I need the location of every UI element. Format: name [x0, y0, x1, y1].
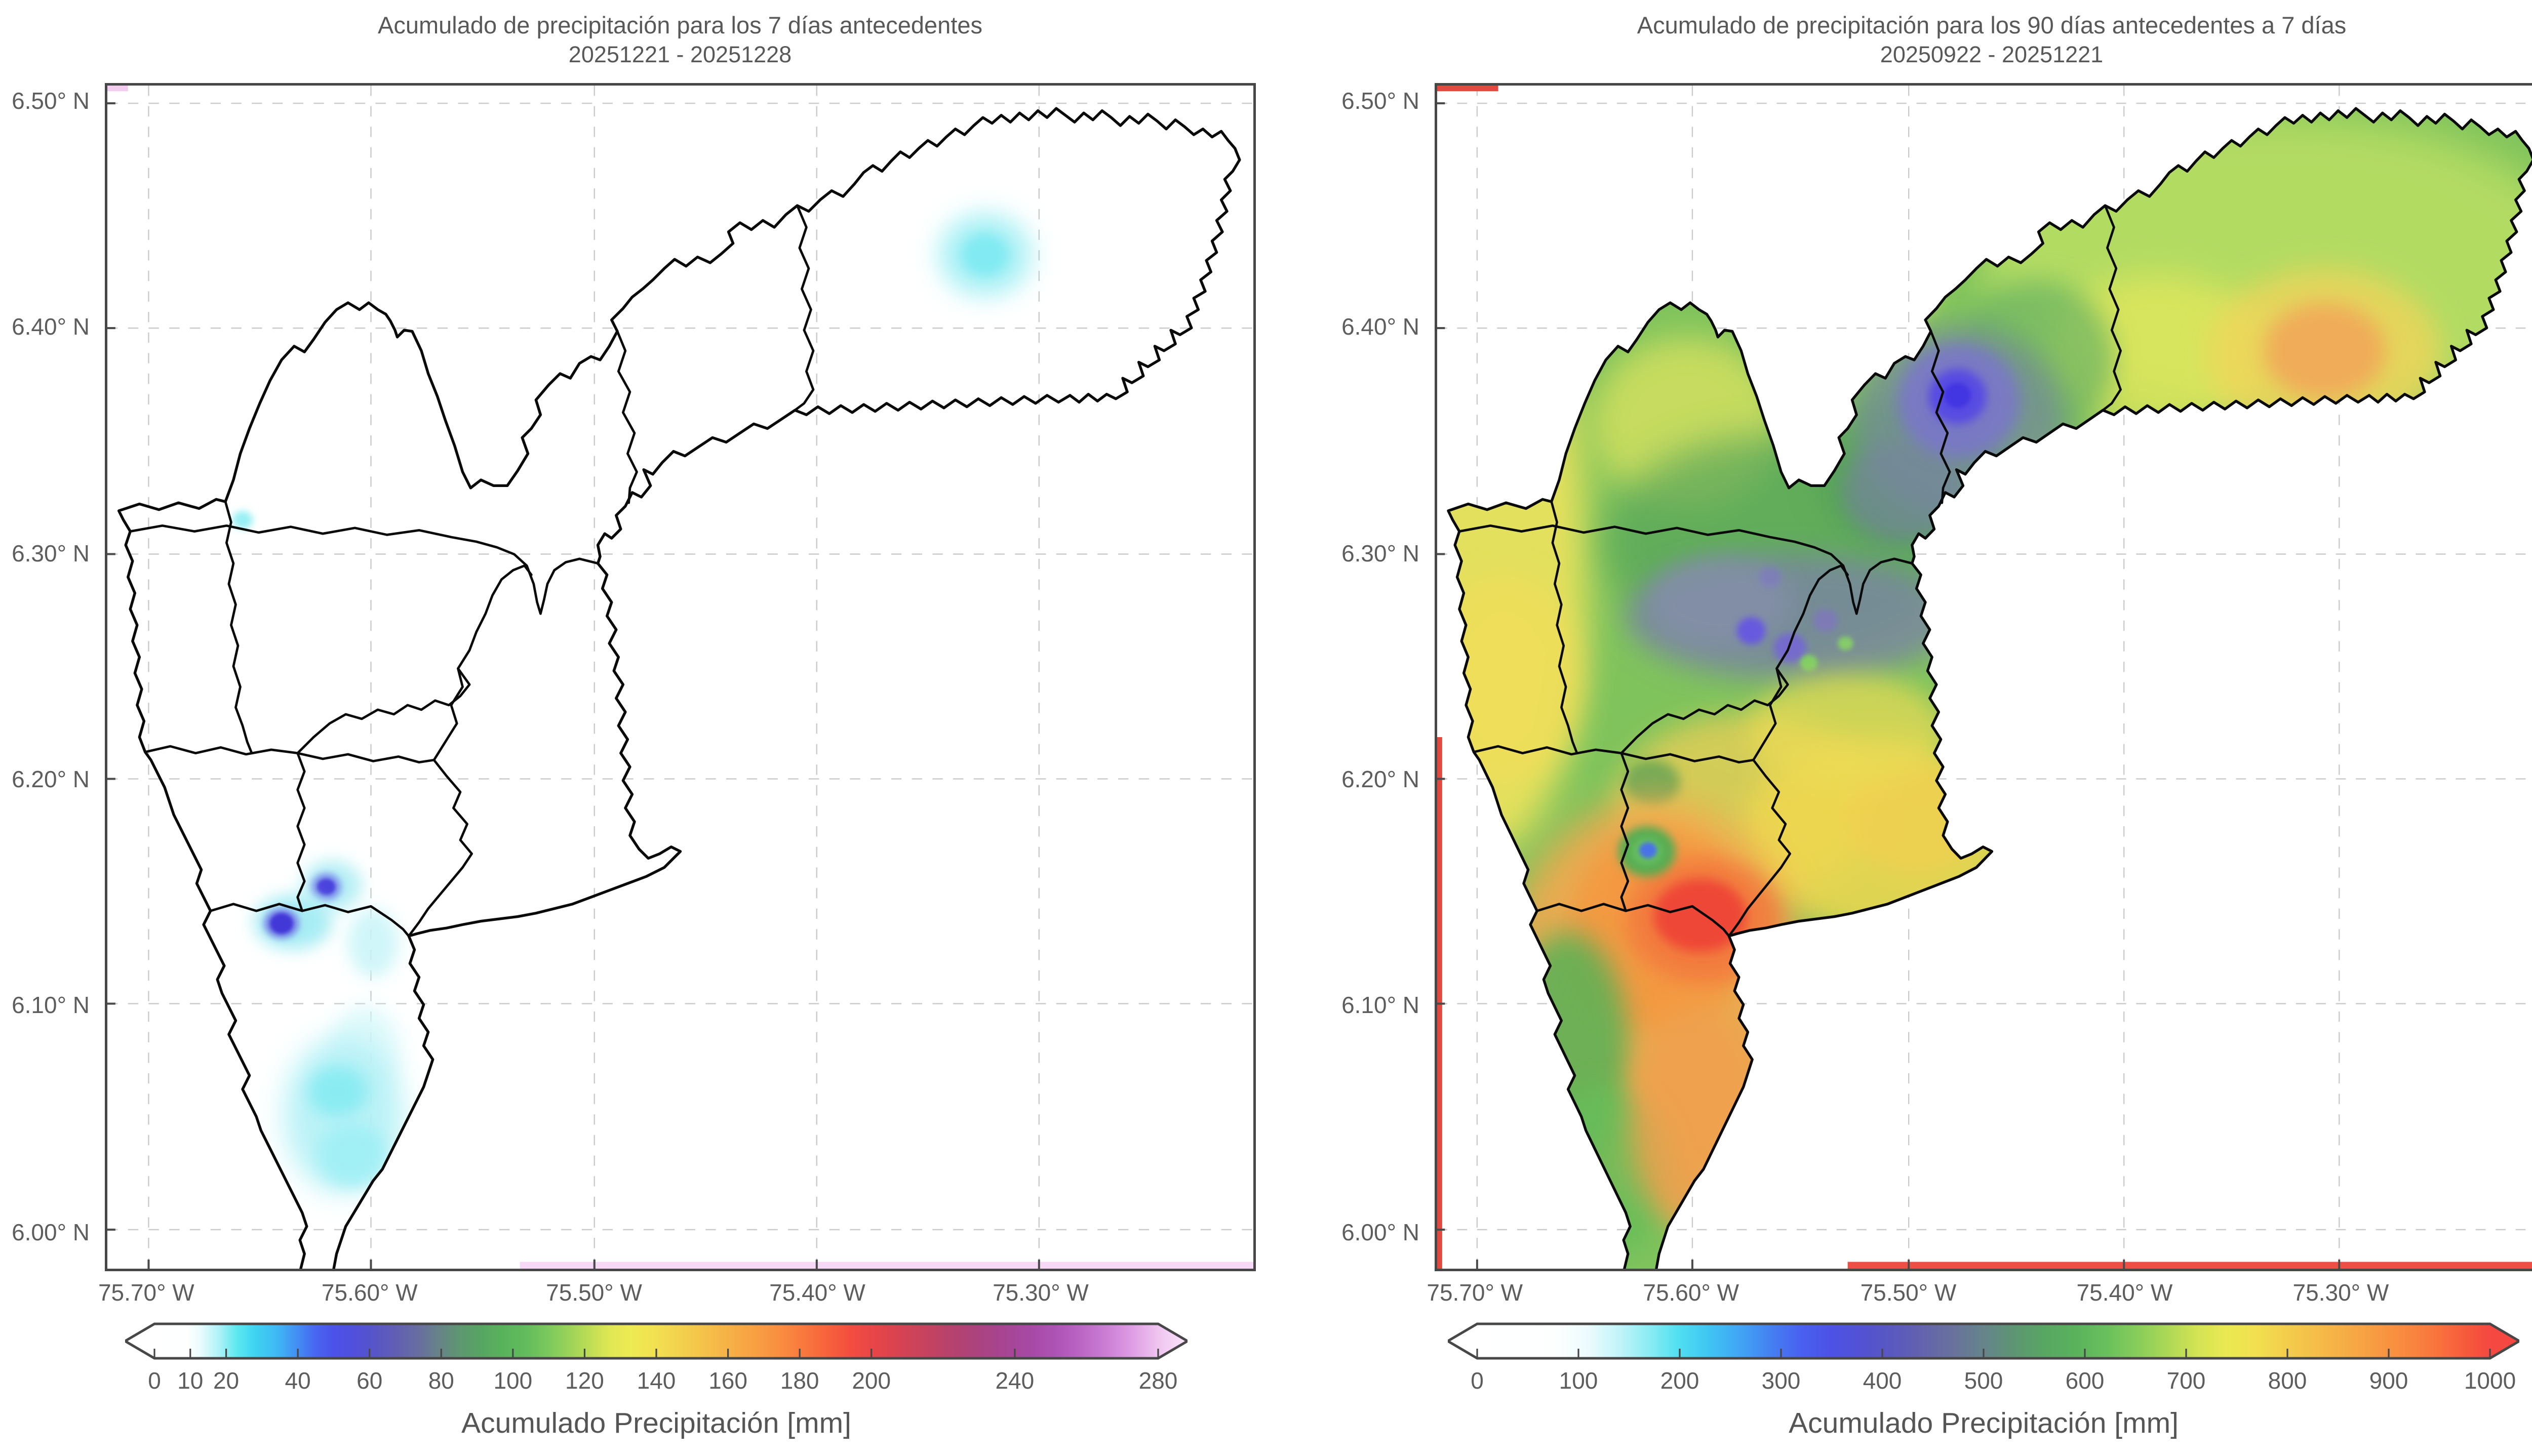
axis-tick-marks: [1437, 102, 2341, 1269]
panel-left-title: Acumulado de precipitación para los 7 dí…: [377, 12, 983, 38]
x-tick-label: 75.60° W: [1643, 1279, 1739, 1306]
colorbar-tick-label: 180: [780, 1367, 819, 1394]
colorbar-tick-label: 100: [493, 1367, 533, 1394]
panel-right-subtitle: 20250922 - 20251221: [1880, 42, 2104, 67]
x-tick-label: 75.50° W: [546, 1279, 642, 1306]
colorbar-tick-label: 20: [213, 1367, 240, 1394]
map-canvas-right: [1437, 86, 2532, 1269]
colorbar-tick-label: 100: [1559, 1367, 1598, 1394]
colorbar-tick-label: 280: [1138, 1367, 1178, 1394]
domain-edge-strips: [107, 86, 1253, 1269]
y-tick-label: 6.50° N: [12, 88, 90, 114]
colorbar-tick-label: 300: [1761, 1367, 1801, 1394]
precipitation-field: [1448, 108, 2532, 1269]
x-tick-label: 75.30° W: [993, 1279, 1089, 1306]
colorbar-tick-label: 40: [285, 1367, 311, 1394]
colorbar-tick-label: 700: [2166, 1367, 2206, 1394]
colorbar-tick-label: 500: [1964, 1367, 2003, 1394]
x-tick-label: 75.70° W: [1427, 1279, 1523, 1306]
colorbar-tick-label: 400: [1863, 1367, 1902, 1394]
map-panel-90-days: [1435, 83, 2532, 1271]
x-tick-label: 75.40° W: [2076, 1279, 2173, 1306]
x-tick-label: 75.60° W: [321, 1279, 418, 1306]
y-tick-label: 6.40° N: [12, 313, 90, 340]
colorbar-axis-label: Acumulado Precipitación [mm]: [1789, 1407, 2179, 1439]
colorbar-gradient-bar: [125, 1322, 1188, 1360]
y-tick-label: 6.10° N: [12, 992, 90, 1019]
y-tick-label: 6.40° N: [1341, 313, 1419, 340]
x-tick-label: 75.40° W: [769, 1279, 865, 1306]
y-tick-label: 6.20° N: [1341, 766, 1419, 793]
colorbar-tick-label: 60: [357, 1367, 383, 1394]
y-tick-label: 6.00° N: [1341, 1219, 1419, 1245]
colorbar-tick-label: 80: [428, 1367, 454, 1394]
colorbar-left: [125, 1322, 1188, 1360]
colorbar-tick-label: 600: [2065, 1367, 2105, 1394]
colorbar-tick-label: 140: [637, 1367, 676, 1394]
colorbar-tick-label: 900: [2369, 1367, 2408, 1394]
municipality-boundaries: [1447, 107, 2532, 1269]
x-tick-label: 75.70° W: [98, 1279, 194, 1306]
panel-right-title: Acumulado de precipitación para los 90 d…: [1637, 12, 2347, 38]
y-tick-label: 6.30° N: [1341, 540, 1419, 567]
y-tick-label: 6.10° N: [1341, 992, 1419, 1019]
y-tick-label: 6.30° N: [12, 540, 90, 567]
x-tick-label: 75.30° W: [2292, 1279, 2389, 1306]
colorbar-tick-label: 800: [2268, 1367, 2307, 1394]
municipality-boundaries: [117, 107, 1241, 1269]
colorbar-tick-label: 200: [852, 1367, 891, 1394]
colorbar-tick-label: 1000: [2464, 1367, 2516, 1394]
map-canvas-left: [107, 86, 1253, 1269]
gridlines: [107, 86, 1253, 1269]
colorbar-tick-label: 120: [565, 1367, 604, 1394]
x-tick-label: 75.50° W: [1860, 1279, 1957, 1306]
panel-left-subtitle: 20251221 - 20251228: [568, 42, 792, 67]
colorbar-tick-label: 240: [995, 1367, 1035, 1394]
precipitation-field: [232, 213, 1031, 1192]
colorbar-tick-label: 160: [708, 1367, 747, 1394]
y-tick-label: 6.20° N: [12, 766, 90, 793]
y-tick-label: 6.50° N: [1341, 88, 1419, 114]
colorbar-tick-label: 10: [177, 1367, 204, 1394]
colorbar-tick-label: 200: [1660, 1367, 1699, 1394]
colorbar-right: [1448, 1322, 2519, 1360]
map-panel-7-days: [105, 83, 1256, 1271]
colorbar-tick-label: 0: [1471, 1367, 1484, 1394]
colorbar-axis-label: Acumulado Precipitación [mm]: [461, 1407, 851, 1439]
axis-tick-marks: [107, 102, 1040, 1269]
colorbar-tick-label: 0: [148, 1367, 161, 1394]
y-tick-label: 6.00° N: [12, 1219, 90, 1245]
colorbar-gradient-bar: [1448, 1322, 2519, 1360]
